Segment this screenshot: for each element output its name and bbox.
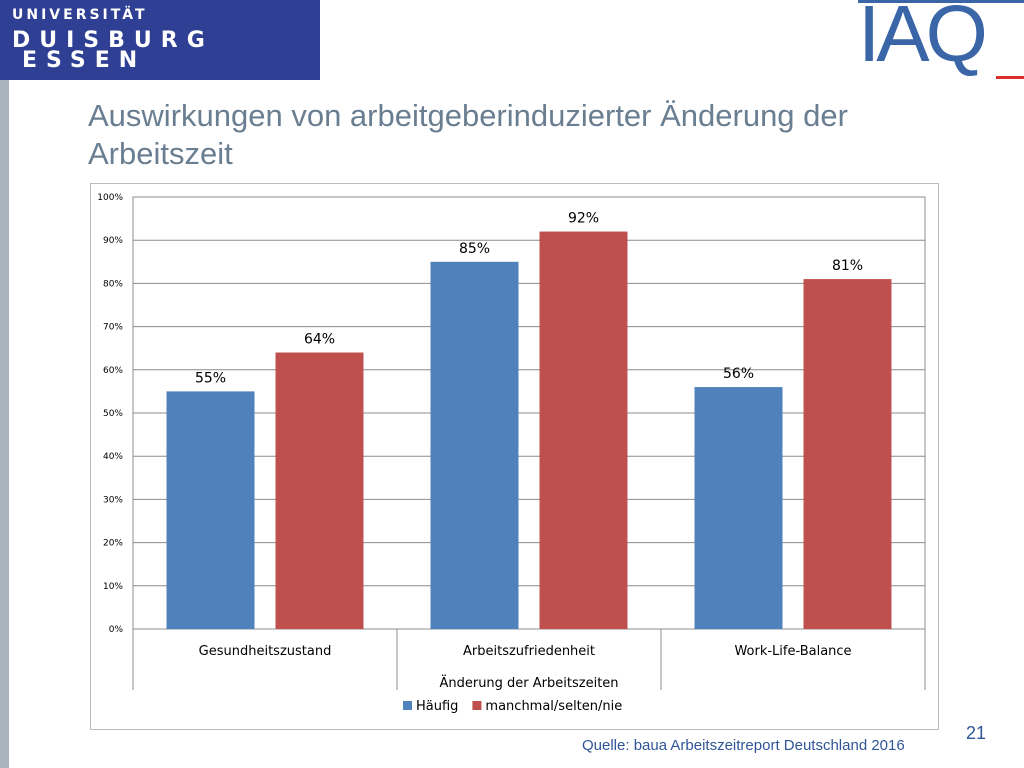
x-axis-title: Änderung der Arbeitszeiten bbox=[439, 675, 618, 691]
slide-title: Auswirkungen von arbeitgeberinduzierter … bbox=[88, 98, 848, 171]
y-tick-label: 100% bbox=[97, 193, 123, 203]
university-logo-line1: UNIVERSITÄT bbox=[12, 7, 148, 23]
x-tick-label: Arbeitszufriedenheit bbox=[463, 644, 595, 659]
iaq-logo-top-rule bbox=[858, 0, 1024, 3]
data-label: 64% bbox=[304, 332, 335, 348]
iaq-logo-red-rule bbox=[996, 76, 1024, 79]
y-tick-label: 90% bbox=[103, 236, 123, 246]
y-tick-label: 0% bbox=[109, 625, 124, 635]
left-accent-bar bbox=[0, 80, 9, 768]
university-logo-line2: DUISBURG bbox=[12, 28, 214, 53]
legend-label: Häufig bbox=[416, 699, 458, 714]
y-tick-label: 40% bbox=[103, 452, 123, 462]
university-logo: UNIVERSITÄT DUISBURG ESSEN bbox=[0, 0, 320, 80]
university-logo-line3: ESSEN bbox=[22, 48, 147, 73]
legend-label: manchmal/selten/nie bbox=[485, 699, 622, 714]
y-tick-label: 60% bbox=[103, 366, 123, 376]
y-tick-label: 30% bbox=[103, 495, 123, 505]
x-tick-label: Gesundheitszustand bbox=[199, 644, 332, 659]
bar bbox=[694, 387, 783, 629]
y-tick-label: 80% bbox=[103, 279, 123, 289]
legend-swatch bbox=[472, 701, 482, 710]
slide-number: 21 bbox=[966, 723, 987, 743]
bar bbox=[803, 279, 892, 629]
x-tick-label: Work-Life-Balance bbox=[734, 644, 851, 659]
y-tick-label: 20% bbox=[103, 539, 123, 549]
y-tick-label: 50% bbox=[103, 409, 123, 419]
bar bbox=[275, 352, 364, 629]
legend-swatch bbox=[403, 701, 412, 710]
chart-frame bbox=[90, 183, 939, 730]
bar bbox=[539, 231, 628, 629]
bar bbox=[166, 391, 255, 629]
bar bbox=[430, 261, 519, 629]
data-label: 55% bbox=[195, 370, 226, 386]
data-label: 56% bbox=[723, 366, 754, 382]
data-label: 81% bbox=[832, 258, 863, 274]
iaq-logo-text: IAQ bbox=[858, 0, 988, 78]
iaq-logo: IAQ bbox=[858, 0, 1024, 80]
data-label: 85% bbox=[459, 241, 490, 257]
y-tick-label: 70% bbox=[103, 323, 123, 333]
y-tick-label: 10% bbox=[103, 582, 123, 592]
data-label: 92% bbox=[568, 211, 599, 227]
source-note: Quelle: baua Arbeitszeitreport Deutschla… bbox=[582, 737, 905, 754]
